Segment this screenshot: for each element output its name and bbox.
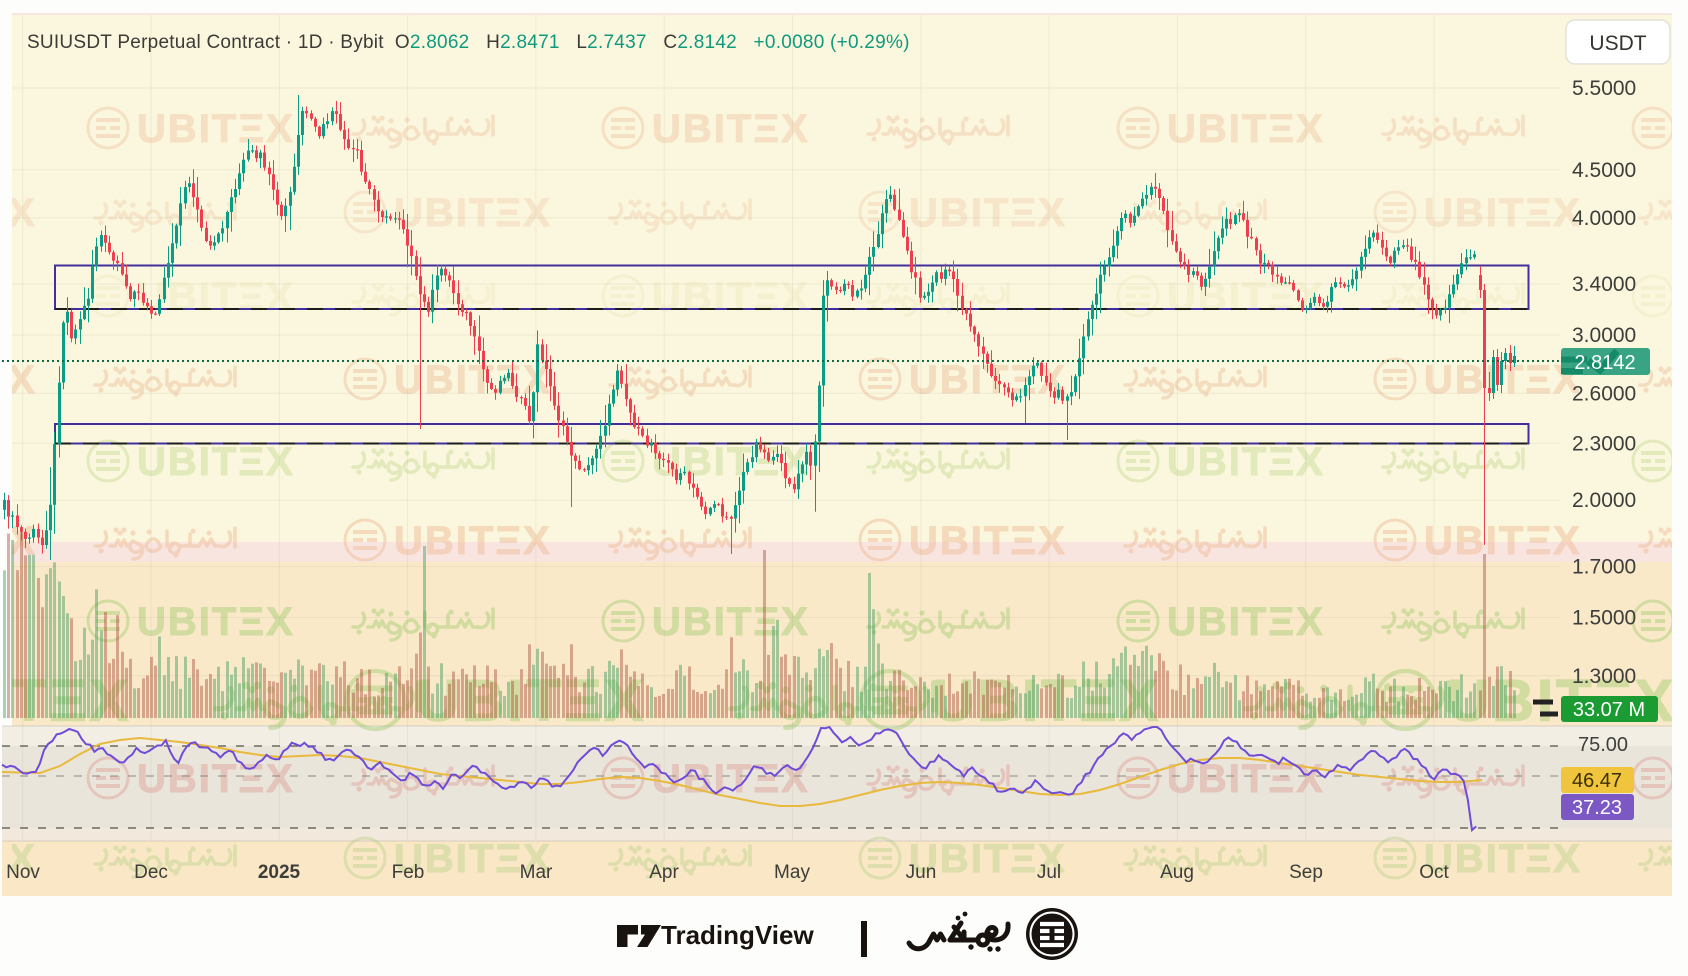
svg-text:75.00: 75.00 [1578, 734, 1628, 756]
svg-text:2.3000: 2.3000 [1572, 432, 1636, 455]
svg-text:5.5000: 5.5000 [1572, 77, 1636, 100]
svg-text:Apr: Apr [649, 862, 679, 883]
svg-text:2025: 2025 [258, 862, 301, 883]
svg-text:USDT: USDT [1589, 32, 1646, 55]
svg-text:Feb: Feb [392, 862, 425, 883]
svg-text:33.07 M: 33.07 M [1573, 699, 1645, 721]
svg-text:2.6000: 2.6000 [1572, 382, 1636, 405]
svg-text:Aug: Aug [1160, 862, 1194, 883]
svg-text:1.7000: 1.7000 [1572, 556, 1636, 579]
svg-text:May: May [774, 862, 810, 883]
svg-text:Nov: Nov [6, 862, 40, 883]
svg-text:Dec: Dec [134, 862, 168, 883]
svg-text:TradingView: TradingView [661, 920, 814, 950]
svg-text:Jun: Jun [906, 862, 937, 883]
svg-text:Jul: Jul [1037, 862, 1061, 883]
svg-text:Sep: Sep [1289, 862, 1323, 883]
svg-text:1.3000: 1.3000 [1572, 665, 1636, 688]
svg-text:46.47: 46.47 [1572, 770, 1622, 792]
svg-text:4.0000: 4.0000 [1572, 207, 1636, 230]
svg-text:3.0000: 3.0000 [1572, 324, 1636, 347]
svg-text:3.4000: 3.4000 [1572, 273, 1636, 296]
svg-text:2.8142: 2.8142 [1574, 352, 1635, 374]
svg-text:4.5000: 4.5000 [1572, 159, 1636, 182]
svg-text:2.0000: 2.0000 [1572, 489, 1636, 512]
svg-text:SUIUSDT Perpetual Contract · 1: SUIUSDT Perpetual Contract · 1D · Bybit … [27, 32, 910, 53]
svg-text:37.23: 37.23 [1572, 797, 1622, 819]
svg-text:1.5000: 1.5000 [1572, 607, 1636, 630]
svg-text:Oct: Oct [1419, 862, 1449, 883]
svg-text:Mar: Mar [520, 862, 553, 883]
